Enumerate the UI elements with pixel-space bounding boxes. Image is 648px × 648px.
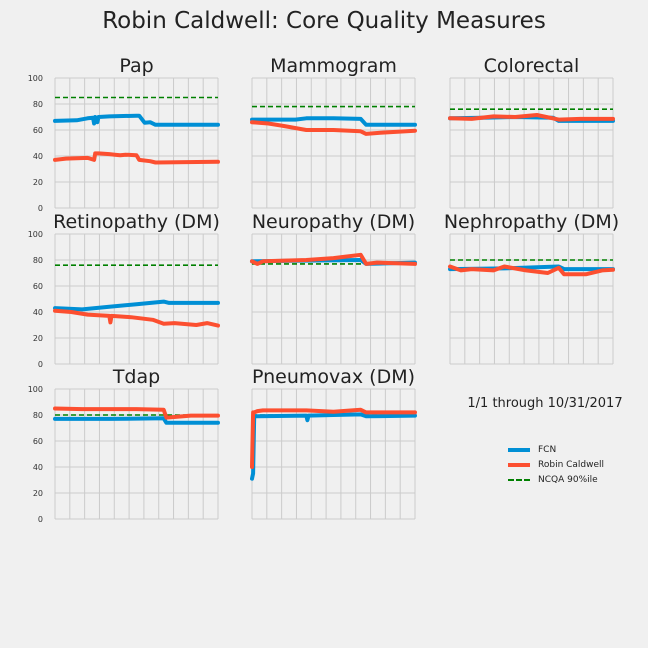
legend-swatch-ncqa [508,478,530,481]
chart-title-neuropathy-dm: Neuropathy (DM) [252,211,415,233]
y-tick-label: 40 [33,152,43,161]
series-line-fcn [53,113,220,127]
chart-title-colorectal: Colorectal [484,55,580,77]
y-tick-label: 40 [33,308,43,317]
chart-retinopathy-dm: 0 20 40 60 80 100 Retinopathy (DM) [28,211,220,369]
series-line-robin-caldwell [53,406,220,420]
chart-pap: 0 20 40 60 80 100 Pap [28,55,220,213]
y-tick-label: 60 [33,126,43,135]
series-line-robin-caldwell [53,308,220,328]
series-line-fcn [53,299,220,312]
y-tick-label: 0 [38,360,43,369]
series-line-robin-caldwell [448,264,615,277]
y-tick-label: 20 [33,178,43,187]
chart-title-tdap: Tdap [112,366,160,388]
date-range-note: 1/1 through 10/31/2017 [467,396,623,411]
y-tick-label: 20 [33,334,43,343]
chart-colorectal: Colorectal [448,55,615,209]
chart-mammogram: Mammogram [250,55,417,209]
legend-swatch-fcn [508,447,530,452]
y-tick-label: 20 [33,489,43,498]
legend: FCN Robin Caldwell NCQA 90%ile [508,442,604,487]
y-tick-label: 100 [28,385,43,394]
chart-neuropathy-dm: Neuropathy (DM) [250,211,417,365]
legend-swatch-robin-caldwell [508,462,530,467]
series-line-fcn [250,116,417,127]
y-tick-label: 100 [28,230,43,239]
chart-title-nephropathy-dm: Nephropathy (DM) [444,211,619,233]
legend-item-ncqa: NCQA 90%ile [508,472,604,487]
series-line-fcn [250,412,417,481]
chart-title-mammogram: Mammogram [270,55,397,77]
chart-nephropathy-dm: Nephropathy (DM) [444,211,619,365]
legend-item-robin-caldwell: Robin Caldwell [508,457,604,472]
chart-title-pneumovax-dm: Pneumovax (DM) [252,366,415,388]
y-tick-label: 60 [33,282,43,291]
series-line-robin-caldwell [448,113,615,122]
series-line-robin-caldwell [250,407,417,469]
y-tick-label: 0 [38,204,43,213]
y-tick-label: 60 [33,437,43,446]
series-line-robin-caldwell [250,252,417,266]
y-tick-label: 40 [33,463,43,472]
y-tick-label: 80 [33,256,43,265]
series-line-robin-caldwell [53,151,220,165]
chart-tdap: 0 20 40 60 80 100 Tdap [28,366,220,524]
legend-label-ncqa: NCQA 90%ile [538,474,598,485]
y-tick-label: 0 [38,515,43,524]
chart-title-retinopathy-dm: Retinopathy (DM) [53,211,220,233]
legend-label-fcn: FCN [538,444,557,455]
chart-pneumovax-dm: Pneumovax (DM) [250,366,417,520]
legend-label-robin-caldwell: Robin Caldwell [538,459,605,470]
legend-item-fcn: FCN [508,442,604,457]
y-tick-label: 100 [28,74,43,83]
page-title: Robin Caldwell: Core Quality Measures [102,8,546,34]
chart-title-pap: Pap [119,55,153,77]
y-tick-label: 80 [33,100,43,109]
series-line-robin-caldwell [250,120,417,136]
y-tick-label: 80 [33,411,43,420]
series-line-fcn [53,416,220,425]
